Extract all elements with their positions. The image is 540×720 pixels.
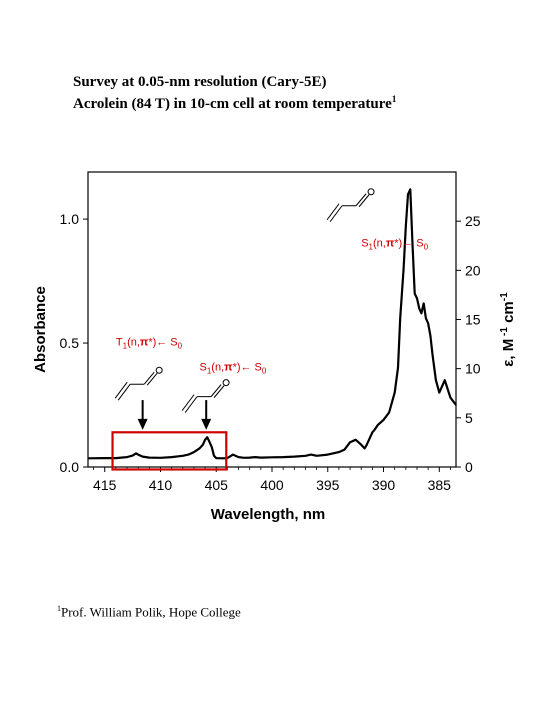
footnote: 1Prof. William Polik, Hope College — [57, 604, 241, 620]
x-tick-label: 400 — [260, 477, 284, 493]
x-tick-label: 410 — [149, 477, 173, 493]
highlight-box — [111, 431, 228, 471]
chart-title-line2: Acrolein (84 T) in 10-cm cell at room te… — [73, 94, 397, 113]
oxygen-atom — [155, 366, 163, 374]
x-tick-label: 405 — [205, 477, 229, 493]
bond — [184, 396, 198, 413]
y2-tick-label: 0 — [465, 459, 473, 475]
chart-title-line1: Survey at 0.05-nm resolution (Cary-5E) — [73, 74, 327, 90]
title-footnote-marker: 1 — [391, 94, 397, 104]
footnote-marker: 1 — [57, 604, 61, 613]
transition-label: S1(n,π*)← S0 — [361, 237, 428, 251]
bond — [117, 383, 131, 401]
spectrum-line — [87, 188, 457, 460]
acrolein-structure — [181, 379, 230, 413]
bond — [329, 205, 343, 223]
bond — [358, 194, 370, 208]
bond — [146, 372, 158, 386]
x-tick-label: 415 — [93, 477, 117, 493]
arrow-head — [201, 418, 212, 430]
oxygen-atom — [222, 379, 230, 387]
bond — [213, 385, 225, 398]
bond — [181, 394, 195, 411]
y2-tick-label: 15 — [465, 312, 481, 328]
bond — [355, 193, 367, 207]
acrolein-structure — [326, 188, 375, 223]
y2-tick-label: 20 — [465, 262, 481, 278]
x-axis-label: Wavelength, nm — [211, 506, 325, 523]
y2-tick-label: 5 — [465, 410, 473, 426]
x-tick-label: 385 — [428, 477, 452, 493]
bond — [143, 371, 155, 385]
transition-label: T1(n,π*)← S0 — [116, 337, 183, 351]
oxygen-atom — [367, 188, 375, 196]
acrolein-structure — [114, 366, 163, 401]
y2-tick-label: 10 — [465, 361, 481, 377]
y2-tick-label: 25 — [465, 213, 481, 229]
transition-label: S1(n,π*)← S0 — [200, 361, 267, 375]
y-tick-label: 0.5 — [60, 335, 80, 351]
x-tick-label: 390 — [372, 477, 396, 493]
y2-axis-label: ε, M -1 cm-1 — [499, 292, 517, 367]
y-tick-label: 0.0 — [60, 459, 80, 475]
x-tick-label: 395 — [316, 477, 340, 493]
arrow-head — [137, 418, 148, 430]
y-axis-label: Absorbance — [32, 286, 49, 373]
chart-title-line2-text: Acrolein (84 T) in 10-cm cell at room te… — [73, 96, 392, 112]
y-tick-label: 1.0 — [60, 211, 80, 227]
bond — [210, 384, 222, 397]
bond — [114, 381, 128, 399]
footnote-text: Prof. William Polik, Hope College — [61, 604, 241, 620]
bond — [326, 203, 340, 221]
